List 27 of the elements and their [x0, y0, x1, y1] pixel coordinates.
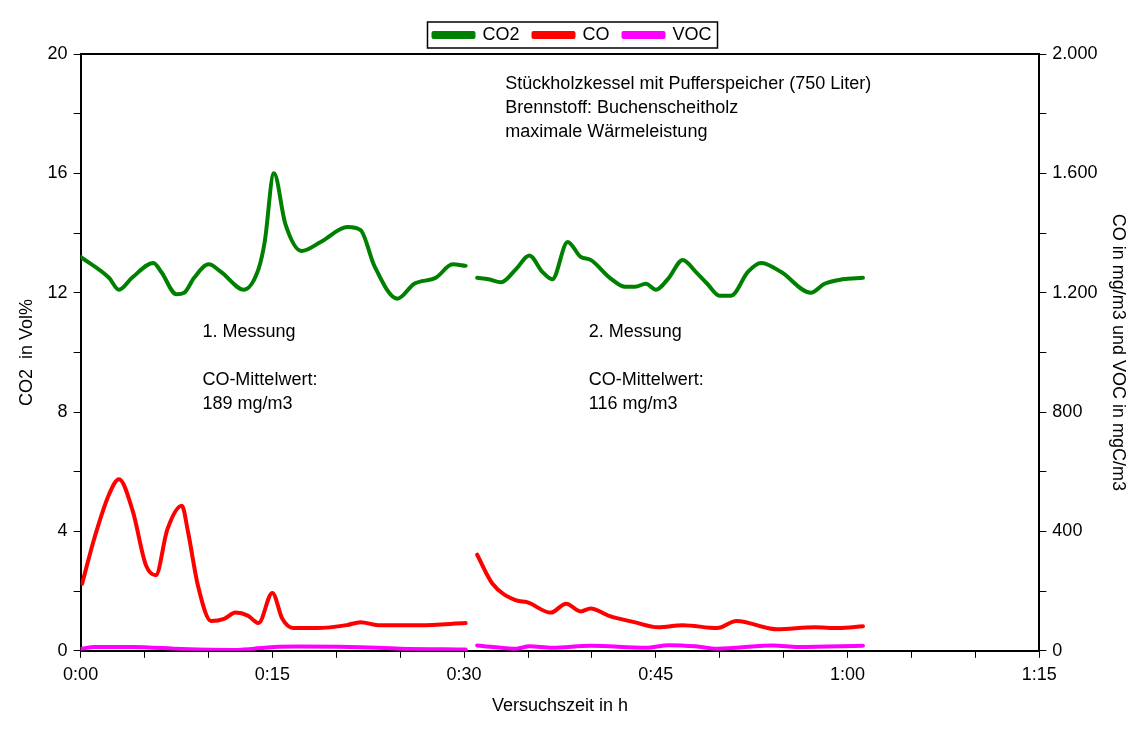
- y2-axis-title: CO in mg/m3 und VOC in mgC/m3: [1109, 213, 1130, 491]
- y2-tick-label: 1.200: [1052, 281, 1098, 302]
- y2-tick-label: 400: [1052, 520, 1083, 541]
- x-tick-label: 0:30: [446, 663, 482, 684]
- y-tick-label: 8: [57, 401, 68, 422]
- y2-tick-label: 800: [1052, 401, 1083, 422]
- y-tick-label: 0: [57, 639, 68, 660]
- x-tick-label: 0:15: [254, 663, 290, 684]
- text: 2. Messung CO-Mittelwert: 116 mg/m3: [588, 320, 704, 413]
- x-tick-label: 1:15: [1021, 663, 1057, 684]
- y2-tick-label: 0: [1052, 639, 1063, 660]
- y2-tick-label: 1.600: [1052, 162, 1098, 183]
- x-axis-title: Versuchszeit in h: [491, 695, 629, 716]
- annotation: Stückholzkessel mit Pufferspeicher (750 Liter) Brennstoff: Buchenscheitholz maximale Wärmeleistung: [505, 72, 872, 141]
- y-tick-label: 16: [47, 162, 68, 183]
- text: 1. Messung CO-Mittelwert: 189 mg/m3: [202, 320, 318, 413]
- legend-label: CO2: [482, 23, 520, 44]
- x-tick-label: 0:45: [638, 663, 674, 684]
- y-tick-label: 20: [47, 42, 68, 63]
- y2-tick-label: 2.000: [1052, 42, 1098, 63]
- x-tick-label: 0:00: [63, 663, 99, 684]
- y-tick-label: 4: [57, 520, 68, 541]
- legend-label: CO: [582, 23, 610, 44]
- legend-label: VOC: [672, 23, 712, 44]
- y-axis-title: CO2 in Vol%: [15, 298, 36, 406]
- x-tick-label: 1:00: [830, 663, 866, 684]
- y-tick-label: 12: [47, 281, 68, 302]
